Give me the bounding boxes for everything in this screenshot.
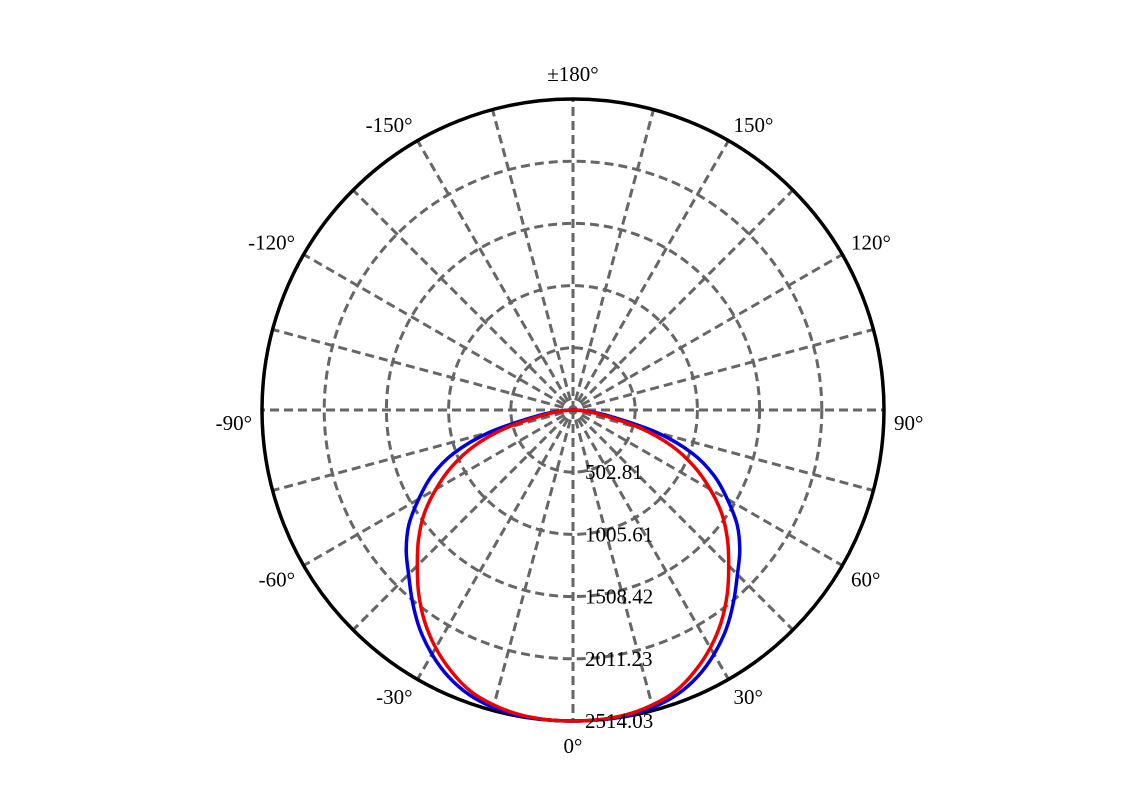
grid-spoke <box>302 413 566 567</box>
radial-tick-label: 2514.03 <box>585 709 653 733</box>
grid-circle <box>322 159 824 661</box>
grid-spoke <box>580 413 844 567</box>
grid-spoke <box>574 419 655 711</box>
grid-spoke <box>491 419 572 711</box>
angle-label: 90° <box>894 411 923 435</box>
angle-label: -30° <box>376 685 412 709</box>
angle-label: -90° <box>216 411 252 435</box>
angle-label: 30° <box>734 685 763 709</box>
grid-spoke <box>582 328 874 409</box>
grid-spoke <box>576 139 730 403</box>
radial-tick-label: 502.81 <box>585 460 643 484</box>
angle-label: 120° <box>851 231 891 255</box>
grid-spoke <box>580 253 844 407</box>
grid-spoke <box>352 189 567 404</box>
grid-spoke <box>416 139 570 403</box>
series-curve-2 <box>415 408 731 723</box>
angle-label: -60° <box>259 568 295 592</box>
angle-label: -120° <box>248 231 295 255</box>
grid-spoke <box>302 253 566 407</box>
angle-label: 0° <box>564 734 583 758</box>
grid-spoke <box>416 417 570 681</box>
angle-label: -150° <box>366 113 413 137</box>
grid-circle <box>447 284 699 536</box>
grid-spoke <box>574 109 655 401</box>
radial-tick-label: 1508.42 <box>585 585 653 609</box>
grid-spoke <box>352 416 567 631</box>
grid-spoke <box>576 417 730 681</box>
angle-label: ±180° <box>547 62 598 86</box>
grid-spoke <box>272 328 564 409</box>
radial-tick-label: 2011.23 <box>585 647 652 671</box>
angle-label: 150° <box>734 113 774 137</box>
radial-tick-label: 1005.61 <box>585 522 653 546</box>
grid-spoke <box>579 189 794 404</box>
label-layer: 502.81 1005.61 1508.42 2011.23 2514.030° 30° 6… <box>216 62 924 758</box>
grid-spoke <box>491 109 572 401</box>
grid-spoke <box>579 416 794 631</box>
series-layer <box>404 408 742 723</box>
angle-label: 60° <box>851 568 880 592</box>
